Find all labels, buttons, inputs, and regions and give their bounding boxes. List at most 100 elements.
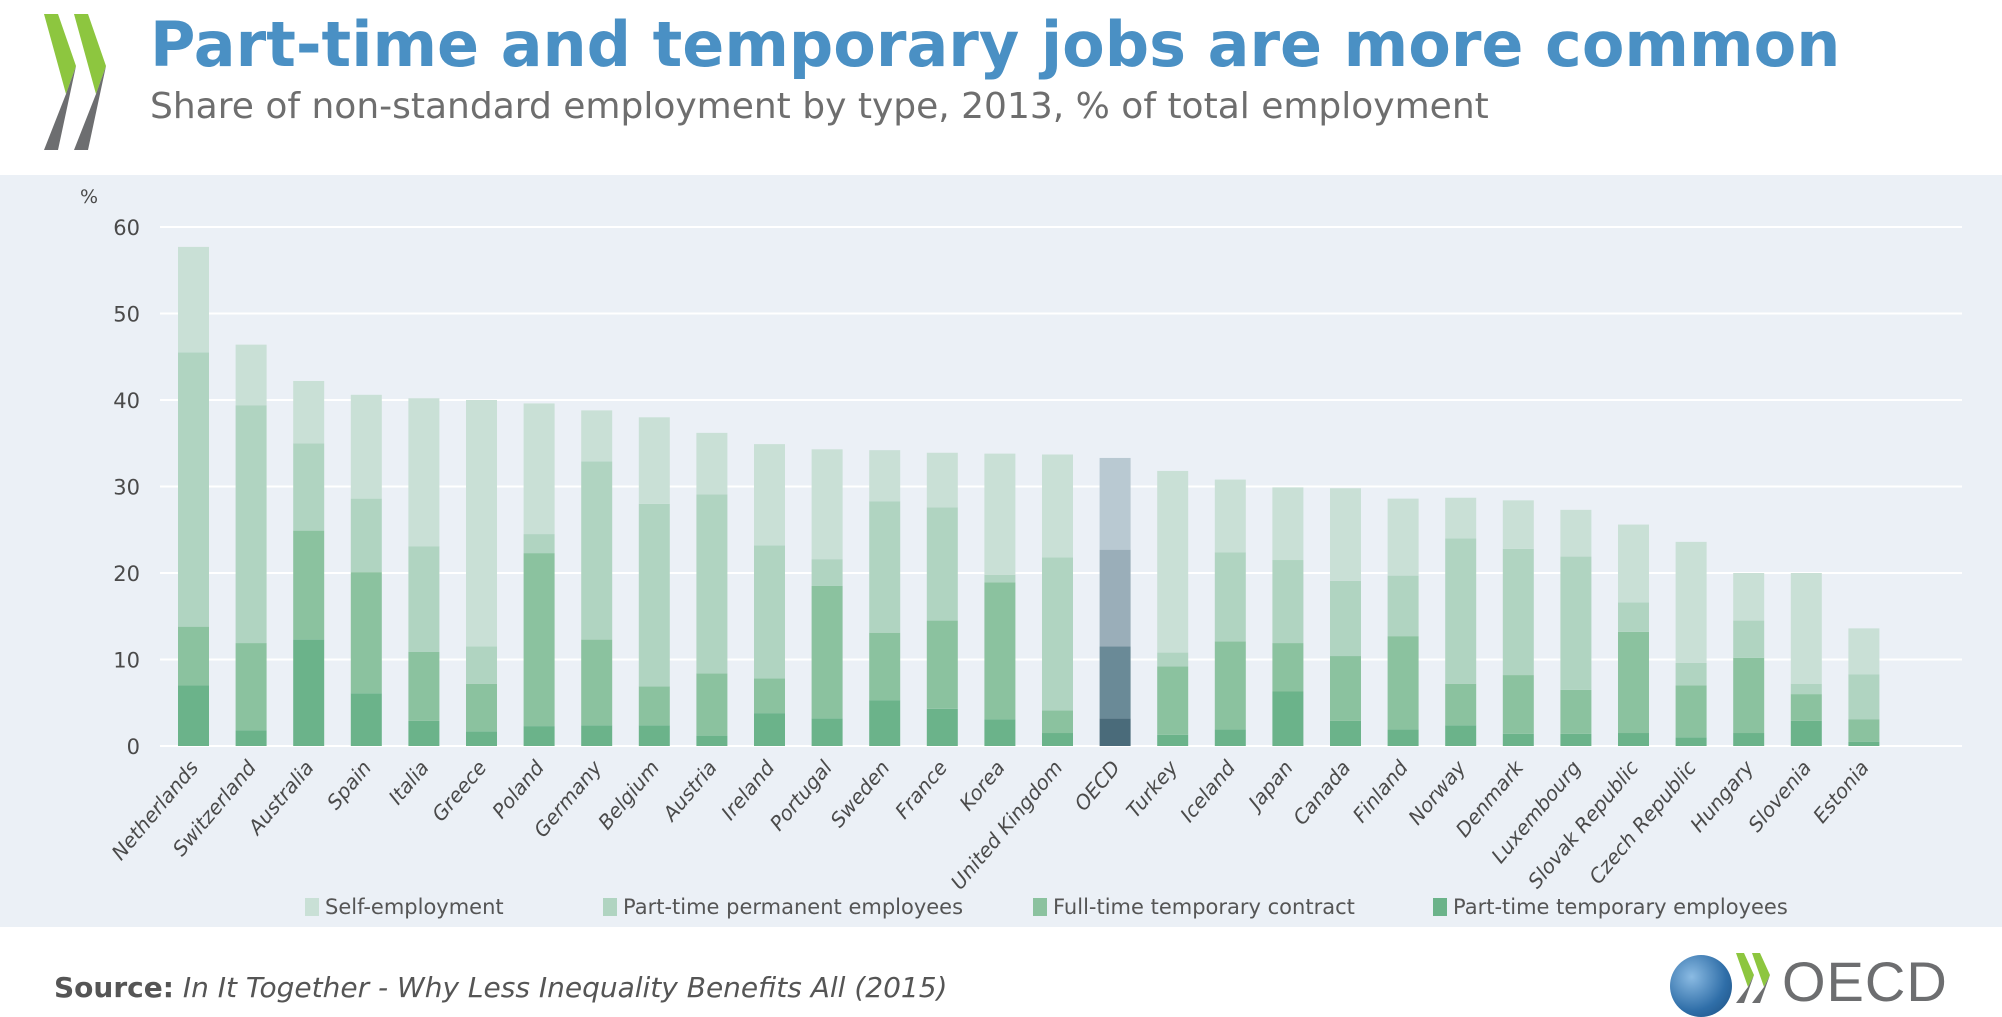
legend-item-pt-permanent: Part-time permanent employees [603, 895, 963, 919]
bar-segment-pt-temporary [811, 718, 843, 746]
x-tick-label: Korea [954, 756, 1009, 815]
bar-segment-ft-temporary [523, 553, 555, 727]
bar-segment-pt-permanent [1560, 556, 1592, 690]
header: Part-time and temporary jobs are more co… [0, 0, 2002, 175]
bar-segment-pt-permanent [1675, 662, 1707, 686]
bar-segment-self-employment [869, 450, 901, 502]
bar-segment-self-employment [811, 449, 843, 560]
legend: Self-employment Part-time permanent empl… [0, 895, 2002, 927]
bar-segment-pt-temporary [1214, 729, 1246, 746]
y-tick-label: 0 [127, 735, 140, 759]
source-citation: Source: In It Together - Why Less Inequa… [54, 971, 947, 1004]
legend-label: Part-time temporary employees [1453, 895, 1788, 919]
oecd-logo: OECD [1670, 949, 1947, 1017]
bar-segment-pt-temporary [235, 730, 267, 746]
bar-segment-self-employment [696, 432, 728, 495]
bar-segment-ft-temporary [1272, 643, 1304, 692]
bar-segment-pt-permanent [1387, 575, 1419, 637]
legend-swatch [305, 898, 319, 916]
bar-segment-ft-temporary [1157, 666, 1189, 735]
y-tick-label: 60 [113, 216, 140, 240]
bar-segment-pt-permanent [1214, 552, 1246, 642]
bar-segment-ft-temporary [1618, 631, 1649, 734]
bar-segment-pt-permanent [1790, 683, 1822, 695]
legend-swatch [1033, 898, 1047, 916]
y-tick-label: 30 [113, 476, 140, 500]
bar-segment-ft-temporary [869, 632, 901, 701]
bar-segment-ft-temporary [581, 639, 613, 726]
bar-segment-ft-temporary [1675, 685, 1707, 738]
bar-segment-pt-permanent [1330, 580, 1361, 657]
legend-swatch [603, 898, 617, 916]
bar-segment-self-employment [754, 444, 785, 546]
chart-panel: 0 10 20 30 40 50 60% Netherlands Switzerland Aust… [0, 175, 2002, 927]
bar-segment-pt-temporary [1733, 733, 1765, 746]
bar-segment-pt-permanent [754, 545, 785, 679]
bar-segment-ft-temporary [1042, 710, 1073, 734]
bar-segment-ft-temporary [1790, 694, 1822, 721]
bar-segment-pt-temporary [869, 700, 901, 746]
bar-segment-pt-permanent [1445, 538, 1477, 684]
bar-segment-self-employment [1790, 573, 1822, 684]
x-tick-label: Portugal [765, 755, 837, 835]
x-tick-label: Czech Republic [1584, 756, 1701, 889]
bar-segment-pt-permanent [1502, 548, 1534, 676]
bar-segment-pt-temporary [1330, 720, 1361, 746]
bar-segment-pt-permanent [235, 405, 267, 644]
x-tick-label: France [890, 756, 952, 823]
bar-segment-ft-temporary [350, 572, 382, 694]
bar-segment-ft-temporary [408, 651, 440, 721]
bar-segment-ft-temporary [1733, 657, 1765, 734]
page-title: Part-time and temporary jobs are more co… [150, 8, 1841, 81]
bar-segment-pt-temporary [1618, 733, 1649, 746]
bar-segment-ft-temporary [1848, 719, 1880, 742]
bar-segment-pt-temporary [1157, 734, 1189, 746]
bar-segment-self-employment [1272, 487, 1304, 561]
legend-swatch [1433, 898, 1447, 916]
x-tick-label: Finland [1348, 756, 1413, 828]
bar-segment-self-employment [1618, 524, 1649, 603]
bar-segment-self-employment [350, 394, 382, 499]
bar-segment-pt-temporary [350, 693, 382, 746]
bar-segment-pt-permanent [1099, 549, 1131, 647]
bar-segment-self-employment [1099, 457, 1131, 550]
bar-segment-pt-temporary [1560, 733, 1592, 746]
legend-label: Full-time temporary contract [1053, 895, 1355, 919]
bar-segment-pt-permanent [523, 534, 555, 554]
bar-segment-self-employment [1445, 497, 1477, 539]
footer: Source: In It Together - Why Less Inequa… [0, 927, 2002, 1017]
bar-segment-self-employment [523, 403, 555, 535]
bar-segment-self-employment [293, 380, 325, 444]
bar-segment-self-employment [178, 246, 209, 353]
bar-segment-pt-permanent [1848, 674, 1880, 720]
bar-segment-pt-temporary [581, 725, 613, 746]
legend-item-pt-temporary: Part-time temporary employees [1433, 895, 1788, 919]
bar-segment-self-employment [1675, 541, 1707, 663]
page-subtitle: Share of non-standard employment by type… [150, 86, 1489, 127]
bar-segment-self-employment [1387, 498, 1419, 576]
bar-segment-pt-permanent [178, 352, 209, 627]
bar-segment-self-employment [1560, 509, 1592, 557]
bar-segment-ft-temporary [926, 620, 958, 709]
bar-segment-pt-temporary [926, 708, 958, 746]
bar-segment-pt-temporary [1042, 733, 1073, 746]
y-tick-label: 10 [113, 649, 140, 673]
bar-segment-self-employment [1157, 470, 1189, 653]
x-tick-label: Turkey [1121, 755, 1183, 823]
bar-segment-ft-temporary [984, 582, 1016, 720]
bar-segment-pt-temporary [293, 639, 325, 746]
bar-segment-self-employment [638, 417, 670, 504]
bar-segment-ft-temporary [1502, 675, 1534, 734]
bar-segment-self-employment [1042, 454, 1073, 558]
bar-segment-ft-temporary [1099, 646, 1131, 719]
bar-segment-pt-permanent [926, 507, 958, 621]
oecd-chevron-logo-icon [44, 14, 106, 150]
bar-segment-pt-permanent [869, 501, 901, 633]
x-tick-label: Belgium [593, 756, 664, 834]
bar-segment-self-employment [1848, 628, 1880, 675]
bar-segment-ft-temporary [1560, 689, 1592, 734]
bar-segment-ft-temporary [754, 678, 785, 714]
x-tick-label: Austria [657, 756, 722, 827]
bar-segment-ft-temporary [1387, 636, 1419, 730]
bar-segment-pt-temporary [696, 735, 728, 746]
